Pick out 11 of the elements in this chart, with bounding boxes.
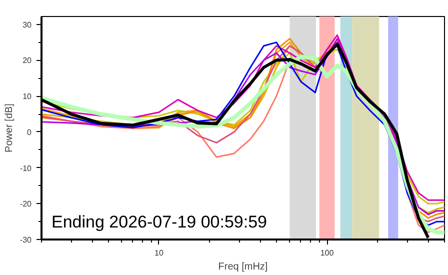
y-tick-label: 30 [22,20,32,30]
y-tick-label: 10 [22,92,32,102]
y-tick-label: 0 [27,128,32,137]
y-axis-title: Power [dB] [4,103,15,152]
y-tick-label: -20 [20,200,32,209]
annotation: Ending 2026-07-19 00:59:59 [52,212,268,232]
y-tick-label: -30 [20,236,32,244]
y-tick-label: -10 [20,164,32,173]
x-tick-label: 100 [320,248,334,258]
x-axis-title: Freq [mHz] [218,262,268,272]
y-tick-label: 20 [22,56,32,66]
